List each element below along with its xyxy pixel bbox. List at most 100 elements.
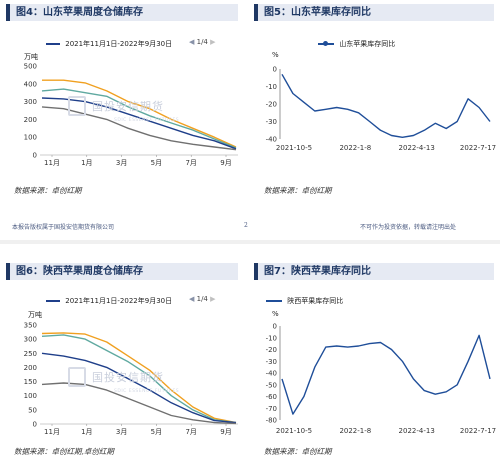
x-tick-label: 7月 — [185, 428, 196, 436]
x-tick-label: 11月 — [44, 159, 60, 167]
x-tick-label: 3月 — [116, 159, 127, 167]
y-tick-label: 200 — [24, 116, 37, 124]
fig4-legend[interactable]: 2021年11月1日-2022年9月30日 — [46, 39, 172, 49]
fig7-chart: 陕西苹果库存同比 % 0 -10 -20 -30 -40 -50 -60 -70 -80 202… — [254, 283, 498, 439]
y-tick-label: 0 — [273, 323, 277, 331]
pager-prev-icon[interactable]: ◀ — [189, 295, 195, 303]
x-tick-label: 9月 — [220, 159, 231, 167]
y-tick-label: -40 — [266, 136, 277, 144]
y-tick-label: 50 — [28, 406, 37, 414]
series-line — [41, 88, 237, 149]
y-tick-label: -60 — [266, 393, 277, 401]
y-tick-label: 350 — [24, 322, 37, 330]
y-tick-label: -10 — [266, 334, 277, 342]
legend-line-icon — [266, 300, 282, 302]
fig4-title: 图4：山东苹果周度仓储库存 — [6, 4, 238, 21]
x-tick-label: 7月 — [185, 159, 196, 167]
y-tick-label: -30 — [266, 358, 277, 366]
x-tick-label: 9月 — [220, 428, 231, 436]
x-tick-label: 2022-7-17 — [460, 144, 496, 152]
pager-next-icon[interactable]: ▶ — [210, 295, 216, 303]
fig5-source: 数据来源：卓创红期 — [264, 186, 332, 195]
fig6-pager[interactable]: ◀ 1/4 ▶ — [189, 295, 216, 303]
x-tick-label: 2022-7-17 — [460, 427, 496, 435]
footer-disclaimer: 不可作为投资依据，转载请注明出处 — [360, 224, 457, 231]
y-tick-label: 400 — [24, 80, 37, 88]
series-line — [281, 73, 491, 139]
fig5-plot: 0 -10 -20 -30 -40 2021-10-5 2022-1-8 2022-4-13… — [266, 66, 497, 153]
fig4-unit: 万吨 — [24, 53, 38, 61]
fig4-watermark-en: SDIC ESSENCE FUTURES — [114, 118, 180, 123]
series-line — [41, 352, 237, 424]
y-tick-label: -80 — [266, 417, 277, 425]
fig6-watermark-en: SDIC ESSENCE FUTURES — [114, 389, 180, 394]
y-tick-label: 0 — [33, 152, 37, 160]
x-tick-label: 5月 — [151, 428, 162, 436]
series-line — [41, 382, 237, 425]
y-tick-label: 100 — [24, 392, 37, 400]
x-tick-label: 1月 — [81, 159, 92, 167]
fig7-legend[interactable]: 陕西苹果库存同比 — [266, 296, 343, 306]
fig4-plot: 500 400 300 200 100 0 11月 1月 3月 5月 7月 9月 — [24, 63, 238, 167]
fig7-unit: % — [272, 310, 279, 318]
y-tick-label: -40 — [266, 370, 277, 378]
x-tick-label: 5月 — [151, 159, 162, 167]
pager-prev-icon[interactable]: ◀ — [189, 38, 195, 46]
fig5-title: 图5：山东苹果库存同比 — [254, 4, 494, 21]
legend-line-icon — [318, 41, 334, 46]
y-tick-label: 0 — [33, 421, 37, 429]
y-tick-label: 150 — [24, 378, 37, 386]
pager-next-icon[interactable]: ▶ — [210, 38, 216, 46]
fig5-chart: 山东苹果库存同比 % 0 -10 -20 -30 -40 2021-10-5 2022-1… — [254, 24, 498, 172]
x-tick-label: 2022-1-8 — [339, 427, 371, 435]
series-line — [281, 334, 491, 415]
fig6-chart: 2021年11月1日-2022年9月30日 ◀ 1/4 ▶ 万吨 350 300 2… — [6, 283, 240, 439]
x-tick-label: 1月 — [81, 428, 92, 436]
x-tick-label: 2022-1-8 — [339, 144, 371, 152]
y-tick-label: 0 — [273, 66, 277, 74]
fig6-title: 图6：陕西苹果周度仓储库存 — [6, 263, 238, 280]
fig6-legend[interactable]: 2021年11月1日-2022年9月30日 — [46, 296, 172, 306]
x-tick-label: 2021-10-5 — [276, 427, 312, 435]
page-divider — [0, 240, 500, 244]
y-tick-label: -20 — [266, 101, 277, 109]
fig6-plot: 350 300 250 200 150 100 50 0 11月 1月 3月 5月 7月 9月 — [24, 322, 238, 436]
y-tick-label: -70 — [266, 405, 277, 413]
fig4-watermark-logo: 国投安信期货 — [68, 96, 164, 116]
legend-line-icon — [46, 300, 60, 302]
fig5-unit: % — [272, 51, 279, 59]
y-tick-label: 200 — [24, 364, 37, 372]
fig7-source: 数据来源：卓创红期 — [264, 447, 332, 456]
x-tick-label: 3月 — [116, 428, 127, 436]
fig6-unit: 万吨 — [28, 311, 42, 319]
y-tick-label: 250 — [24, 350, 37, 358]
fig4-pager[interactable]: ◀ 1/4 ▶ — [189, 38, 216, 46]
y-tick-label: 100 — [24, 134, 37, 142]
x-tick-label: 2022-4-13 — [399, 427, 435, 435]
fig6-source: 数据来源：卓创红期,卓创红期 — [14, 447, 114, 456]
y-tick-label: -20 — [266, 346, 277, 354]
series-line — [41, 332, 237, 424]
legend-line-icon — [46, 43, 60, 45]
fig7-plot: 0 -10 -20 -30 -40 -50 -60 -70 -80 2021-10-5 2022-… — [266, 323, 497, 436]
y-tick-label: -30 — [266, 118, 277, 126]
y-tick-label: 300 — [24, 336, 37, 344]
footer-page-number: 2 — [244, 222, 248, 229]
series-line — [42, 79, 237, 148]
x-tick-label: 11月 — [44, 428, 60, 436]
x-tick-label: 2022-4-13 — [399, 144, 435, 152]
footer-copyright: 本报告版权属于国投安信期货有限公司 — [12, 224, 115, 231]
fig4-chart: 2021年11月1日-2022年9月30日 ◀ 1/4 ▶ 万吨 500 400 3… — [6, 24, 240, 172]
fig7-title: 图7：陕西苹果库存同比 — [254, 263, 494, 280]
x-tick-label: 2021-10-5 — [276, 144, 312, 152]
y-tick-label: -10 — [266, 83, 277, 91]
fig5-legend[interactable]: 山东苹果库存同比 — [318, 39, 395, 49]
y-tick-label: 300 — [24, 98, 37, 106]
fig6-watermark-logo: 国投安信期货 — [68, 367, 164, 387]
series-line — [41, 334, 237, 424]
y-tick-label: 500 — [24, 63, 37, 71]
fig4-source: 数据来源：卓创红期 — [14, 186, 82, 195]
series-line — [41, 97, 237, 150]
series-line — [41, 106, 237, 151]
y-tick-label: -50 — [266, 381, 277, 389]
